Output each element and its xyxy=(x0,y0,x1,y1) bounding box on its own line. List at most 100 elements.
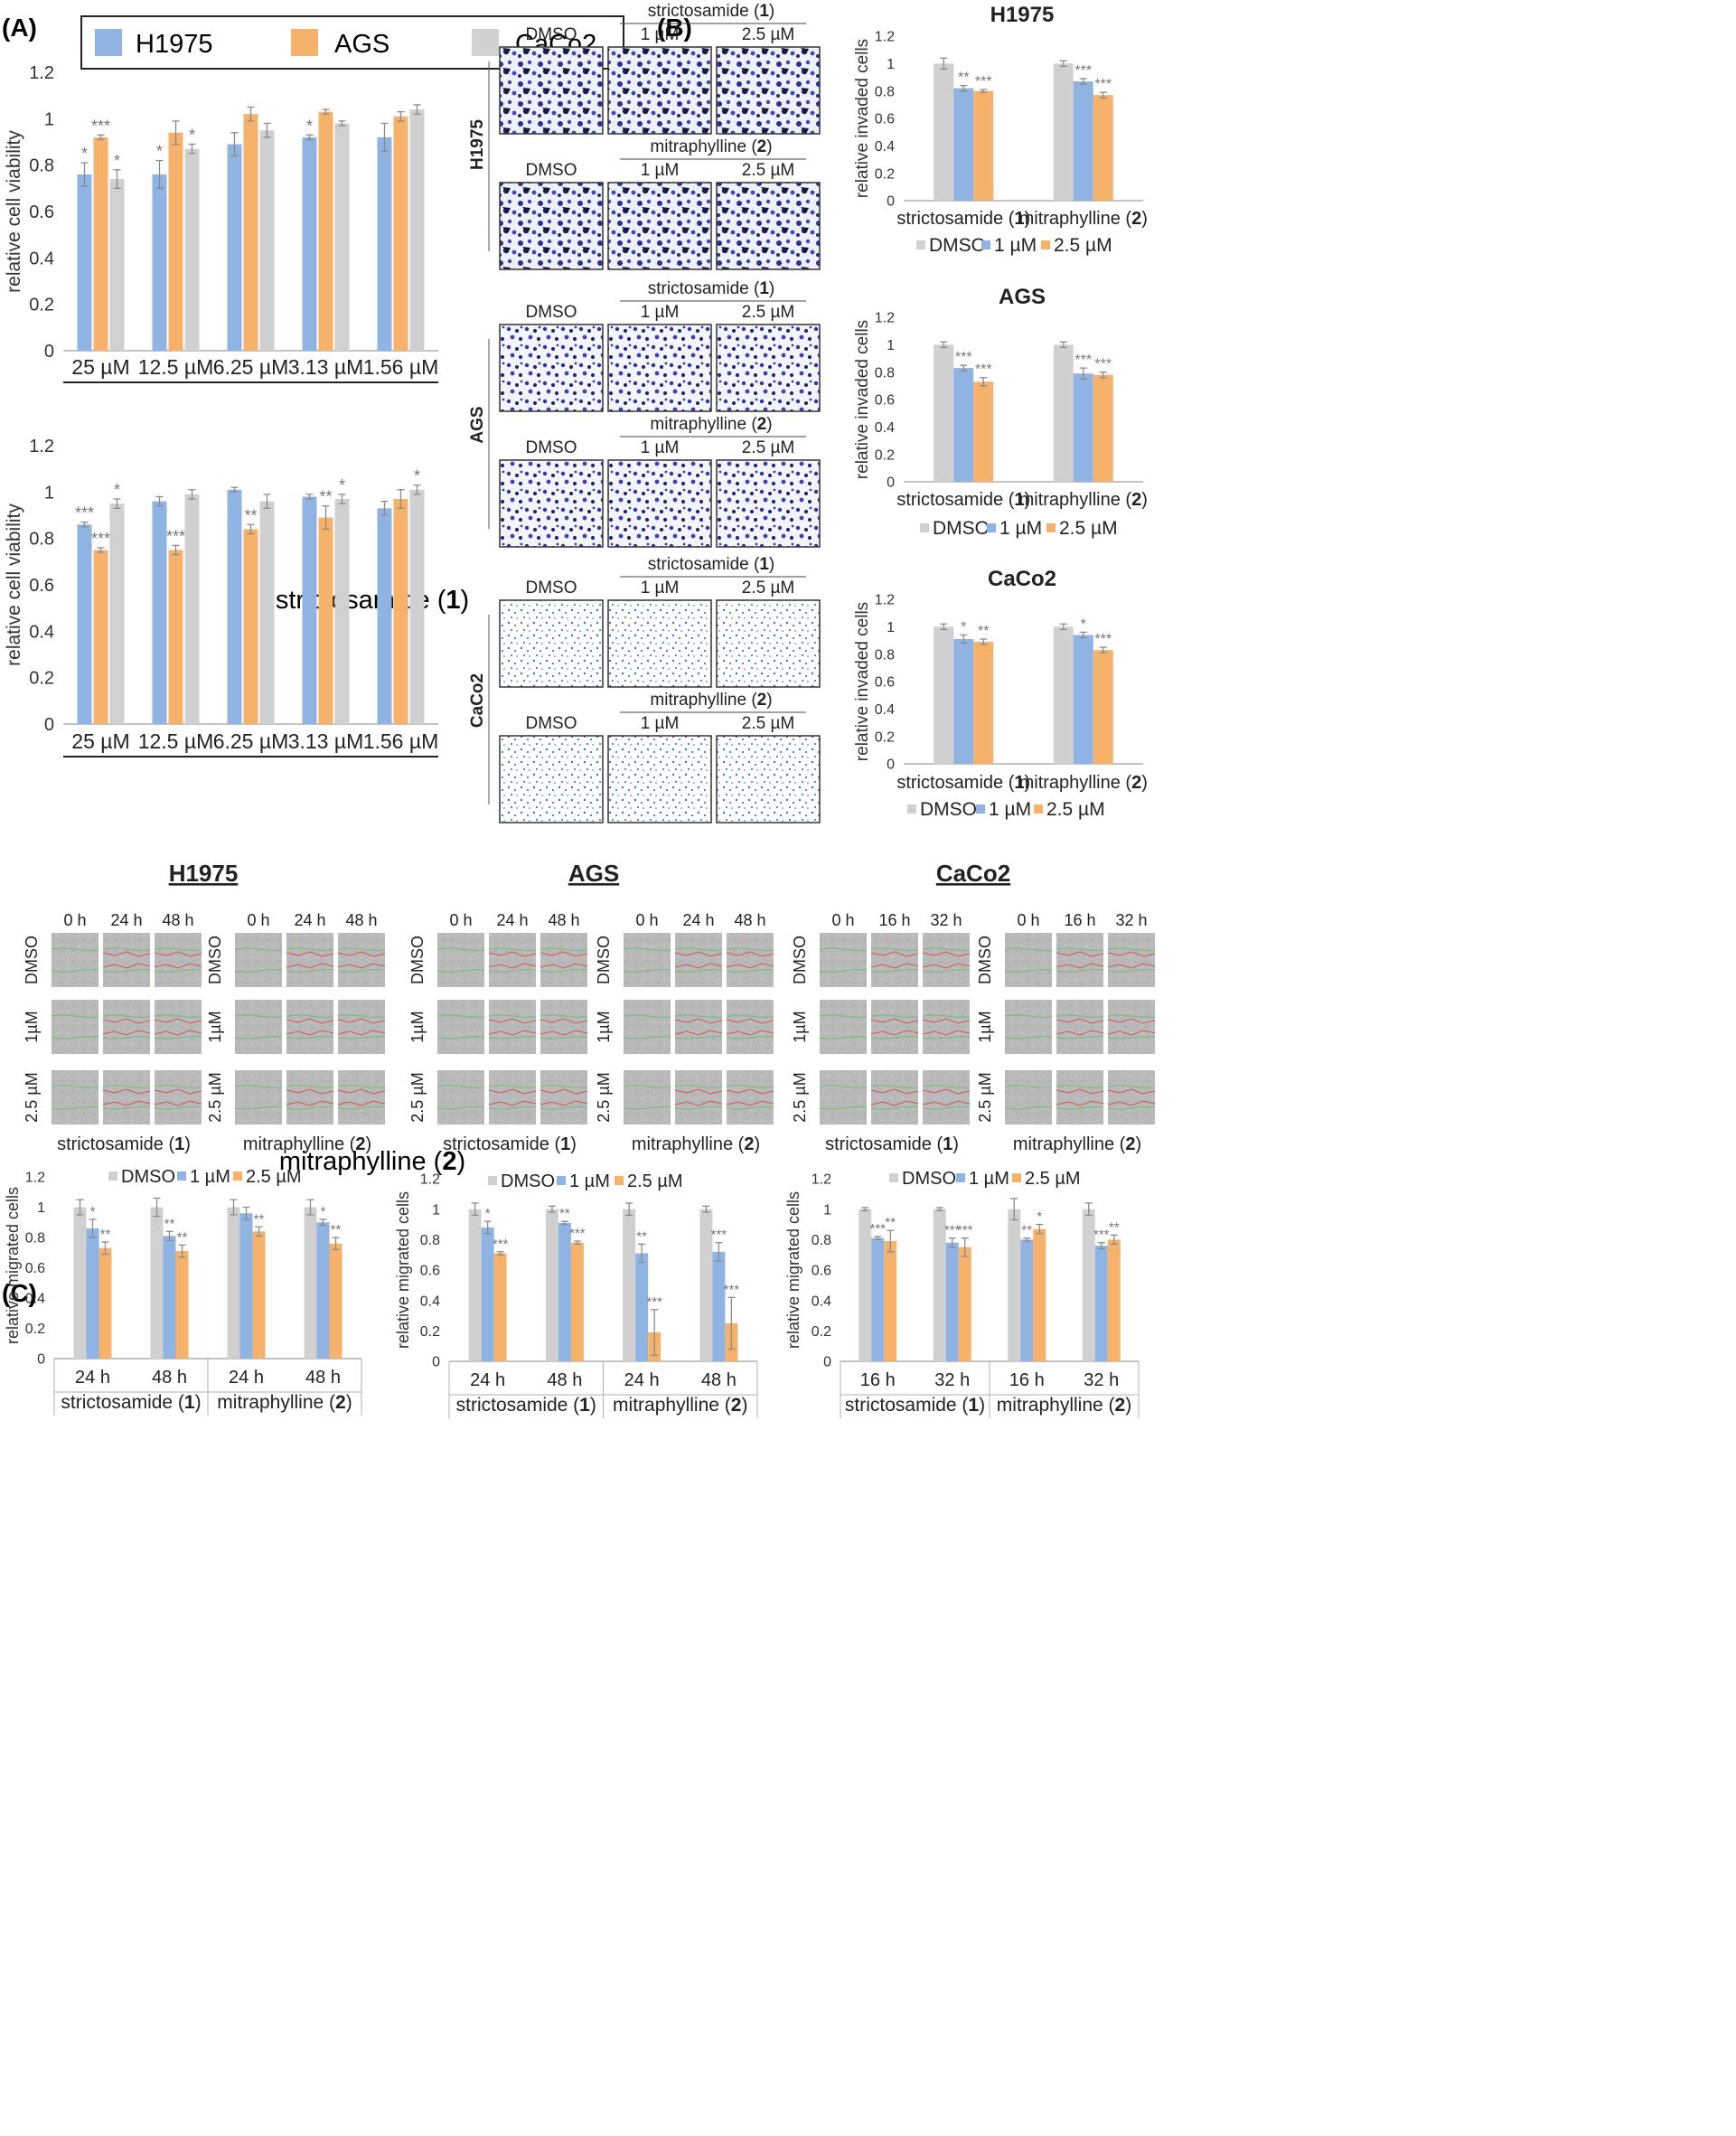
x-category-label: 24 h xyxy=(75,1368,110,1388)
wound-edge-green xyxy=(819,1036,868,1040)
condition-label: DMSO xyxy=(976,936,994,984)
wound-edge-red xyxy=(674,951,723,957)
significance-label: *** xyxy=(1074,353,1092,368)
significance-label: ** xyxy=(885,1215,896,1230)
micrograph xyxy=(716,459,821,548)
y-tick-label: 1.2 xyxy=(29,63,54,83)
wound-edge-red xyxy=(102,1018,151,1024)
bar xyxy=(934,626,954,764)
y-tick-label: 0.8 xyxy=(875,365,895,381)
significance-label: *** xyxy=(91,530,110,548)
wound-edge-green xyxy=(154,1106,202,1110)
chart-c-caco2-migration: 0 0.2 0.4 0.6 0.8 1 1.2 relative migrated cells… xyxy=(784,1169,1140,1418)
bar xyxy=(409,489,425,724)
column-label: 2.5 µM xyxy=(742,579,794,598)
x-category-label: 1.56 µM xyxy=(363,355,439,379)
significance-label: *** xyxy=(957,1223,973,1238)
y-axis-label: relative cell viability xyxy=(4,503,24,666)
bar xyxy=(1053,626,1074,764)
y-tick-label: 1.2 xyxy=(875,311,895,326)
bar xyxy=(635,1253,649,1361)
wound-edge-red xyxy=(337,963,386,969)
wound-edge-red xyxy=(674,1018,723,1024)
time-label: 0 h xyxy=(635,911,658,929)
bar xyxy=(558,1222,571,1361)
y-tick-label: 1.2 xyxy=(29,437,54,456)
significance-label: *** xyxy=(724,1282,740,1297)
wound-edge-green xyxy=(154,969,202,973)
x-category-label: 12.5 µM xyxy=(138,355,214,379)
scratch-image xyxy=(624,933,671,987)
wound-edge-green xyxy=(726,969,774,973)
significance-label: ** xyxy=(254,1211,265,1227)
wound-edge-red xyxy=(1107,1030,1156,1036)
bar xyxy=(259,501,275,724)
wound-edge-red xyxy=(540,1030,588,1036)
compound-header: strictosamide (1) xyxy=(648,2,774,21)
bar xyxy=(150,1207,164,1359)
compound-header: mitraphylline (2) xyxy=(650,415,772,434)
column-label: 1 µM xyxy=(641,303,680,322)
group-label: mitraphylline (2) xyxy=(997,1395,1131,1416)
scratch-image xyxy=(437,1070,484,1124)
y-tick-label: 0.8 xyxy=(875,647,895,663)
scratch-image xyxy=(624,1070,671,1124)
bar xyxy=(699,1209,713,1361)
micrograph xyxy=(716,599,821,688)
wound-edge-red xyxy=(488,1030,537,1036)
wound-edge-green xyxy=(726,947,774,951)
time-label: 48 h xyxy=(548,911,579,929)
time-label: 0 h xyxy=(831,911,854,929)
time-label: 16 h xyxy=(878,911,910,929)
y-tick-label: 1 xyxy=(887,338,895,353)
significance-label: *** xyxy=(166,527,185,545)
wound-edge-green xyxy=(234,1106,283,1110)
wound-edge-red xyxy=(154,951,202,957)
bar xyxy=(409,109,425,352)
condition-label: 2.5 µM xyxy=(976,1072,994,1122)
scratch-image xyxy=(675,1070,722,1124)
significance-label: *** xyxy=(1094,357,1112,372)
x-category-label: strictosamide (1) xyxy=(896,209,1030,229)
y-tick-label: 1 xyxy=(37,1200,45,1216)
wound-edge-green xyxy=(819,969,868,973)
bar xyxy=(1053,344,1074,482)
time-label: 0 h xyxy=(449,911,472,929)
y-tick-label: 0 xyxy=(887,757,895,773)
y-tick-label: 1 xyxy=(44,483,54,503)
wound-edge-green xyxy=(154,1085,202,1088)
wound-edge-green xyxy=(540,1014,588,1018)
wound-edge-red xyxy=(870,951,919,957)
bar xyxy=(493,1253,507,1361)
scratch-image xyxy=(1005,1000,1052,1054)
wound-edge-green xyxy=(1004,969,1053,973)
legend-swatch xyxy=(615,1176,624,1185)
wound-edge-green xyxy=(1056,1106,1104,1110)
column-label: 1 µM xyxy=(641,579,680,598)
x-category-label: 48 h xyxy=(701,1370,737,1390)
time-label: 24 h xyxy=(682,911,714,929)
bar xyxy=(973,642,994,764)
wound-edge-red xyxy=(154,1100,202,1106)
time-label: 0 h xyxy=(247,911,269,929)
significance-label: *** xyxy=(975,362,992,378)
wound-edge-green xyxy=(488,1085,537,1088)
y-axis-label: relative invaded cells xyxy=(853,320,872,479)
bar xyxy=(884,1241,897,1361)
scratch-image xyxy=(540,1000,587,1054)
wound-edge-red xyxy=(922,963,971,969)
scratch-image xyxy=(437,933,484,987)
scratch-image xyxy=(52,1070,99,1124)
wound-edge-red xyxy=(922,1100,971,1106)
bar xyxy=(958,1247,971,1361)
wound-edge-green xyxy=(726,1106,774,1110)
y-tick-label: 1.2 xyxy=(875,593,895,608)
y-tick-label: 0.6 xyxy=(875,675,895,691)
wound-edge-green xyxy=(922,1014,971,1018)
wound-edge-red xyxy=(286,1018,334,1024)
significance-label: ** xyxy=(559,1206,570,1221)
bar xyxy=(1093,650,1113,764)
scratch-image xyxy=(338,1070,385,1124)
significance-label: * xyxy=(961,619,966,635)
bar xyxy=(168,132,183,351)
